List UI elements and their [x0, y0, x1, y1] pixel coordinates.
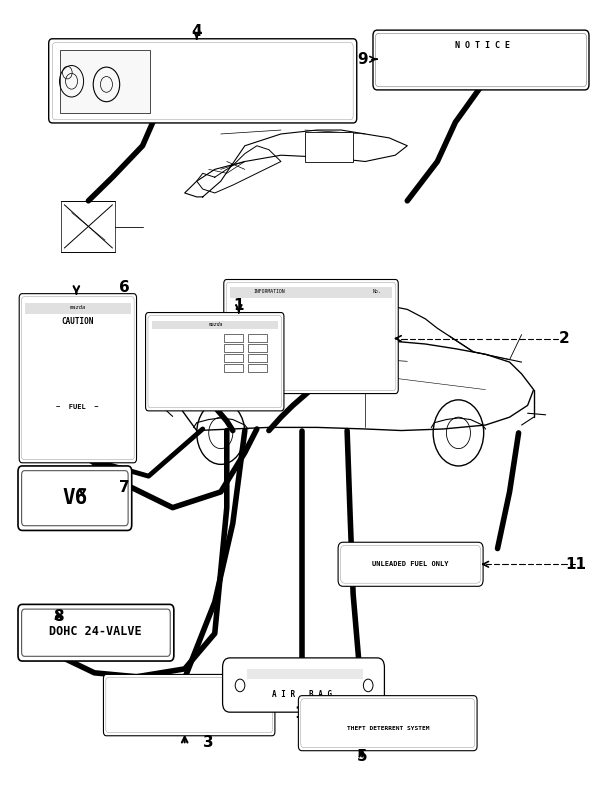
Text: 5: 5: [357, 749, 367, 764]
Text: 6: 6: [119, 280, 130, 295]
Text: A I R   B A G: A I R B A G: [272, 690, 332, 700]
Bar: [224, 344, 243, 352]
Text: 1: 1: [234, 298, 244, 313]
Bar: [224, 364, 243, 372]
FancyBboxPatch shape: [298, 696, 477, 750]
FancyBboxPatch shape: [106, 677, 273, 733]
Bar: [248, 355, 267, 362]
Text: 9: 9: [357, 52, 367, 67]
Text: ~  FUEL  ~: ~ FUEL ~: [56, 404, 99, 410]
Text: 4: 4: [192, 24, 202, 39]
FancyBboxPatch shape: [49, 39, 357, 123]
Text: UNLEADED FUEL ONLY: UNLEADED FUEL ONLY: [372, 561, 448, 568]
Text: CAUTION: CAUTION: [62, 316, 94, 326]
Bar: [248, 364, 267, 372]
Bar: [248, 344, 267, 352]
FancyBboxPatch shape: [104, 674, 275, 735]
FancyBboxPatch shape: [18, 466, 132, 530]
Text: 2: 2: [558, 331, 569, 346]
Text: mazda: mazda: [70, 305, 85, 310]
FancyBboxPatch shape: [18, 604, 174, 661]
FancyBboxPatch shape: [21, 471, 128, 525]
Text: 7: 7: [119, 480, 130, 495]
Text: 11: 11: [565, 556, 586, 572]
FancyBboxPatch shape: [223, 658, 384, 712]
Bar: [25, 303, 131, 314]
Bar: [246, 669, 363, 679]
Bar: [60, 50, 150, 113]
Text: INFORMATION: INFORMATION: [253, 289, 285, 294]
Bar: [151, 321, 278, 329]
Text: 3: 3: [203, 735, 214, 750]
Text: No.: No.: [373, 289, 381, 294]
FancyBboxPatch shape: [21, 609, 170, 657]
Text: V6: V6: [63, 488, 88, 508]
Bar: [224, 355, 243, 362]
FancyBboxPatch shape: [146, 312, 284, 411]
FancyBboxPatch shape: [226, 283, 396, 390]
Bar: [230, 287, 392, 297]
Text: N O T I C E: N O T I C E: [455, 41, 510, 49]
FancyBboxPatch shape: [21, 297, 134, 460]
FancyBboxPatch shape: [148, 316, 282, 408]
Text: DOHC 24-VALVE: DOHC 24-VALVE: [49, 626, 142, 638]
Text: THEFT DETERRENT SYSTEM: THEFT DETERRENT SYSTEM: [346, 726, 429, 731]
Text: 8: 8: [53, 609, 63, 624]
Bar: [305, 132, 353, 161]
Bar: [248, 334, 267, 342]
FancyBboxPatch shape: [375, 33, 587, 87]
FancyBboxPatch shape: [301, 699, 475, 747]
FancyBboxPatch shape: [338, 542, 483, 586]
FancyBboxPatch shape: [224, 280, 398, 394]
FancyBboxPatch shape: [340, 545, 481, 584]
Text: mazda: mazda: [207, 322, 222, 327]
Text: 10: 10: [295, 706, 315, 721]
Bar: [224, 334, 243, 342]
FancyBboxPatch shape: [373, 30, 589, 90]
FancyBboxPatch shape: [52, 43, 353, 120]
FancyBboxPatch shape: [19, 293, 137, 463]
